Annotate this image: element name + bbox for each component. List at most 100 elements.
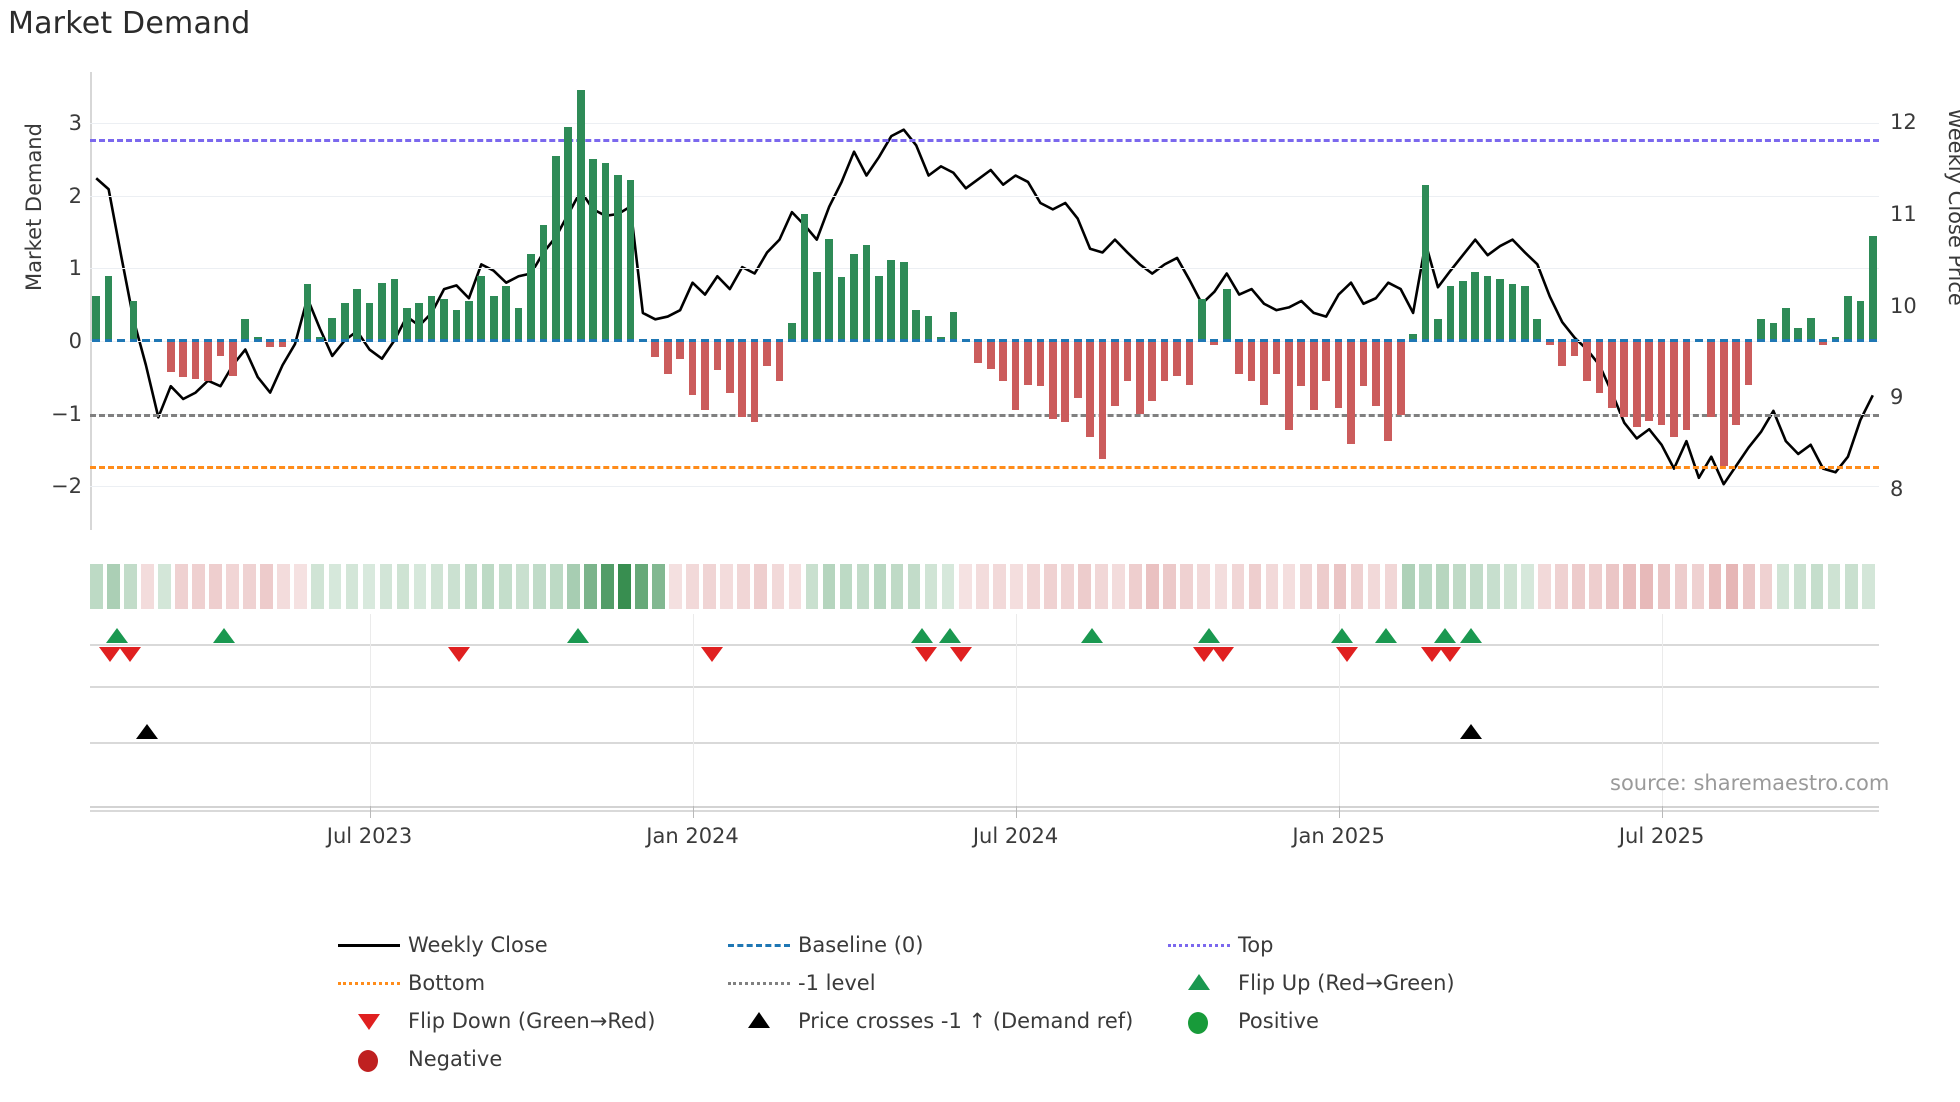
demand-bar	[1185, 340, 1194, 385]
demand-bar	[701, 340, 709, 411]
baseline-segment	[1719, 339, 1728, 343]
heatmap-cell	[958, 564, 972, 609]
dotted-line-icon	[1160, 930, 1238, 960]
flip-down-marker	[119, 647, 141, 662]
x-tick-label: Jan 2024	[646, 824, 739, 848]
reference-line	[90, 413, 1879, 417]
baseline-segment	[1794, 339, 1803, 343]
heatmap-cell	[652, 564, 665, 609]
flip-up-marker	[1081, 628, 1103, 643]
demand-bar	[229, 340, 237, 376]
baseline-segment	[750, 339, 759, 343]
heatmap-cell	[1401, 564, 1415, 609]
heatmap-cell	[1606, 564, 1619, 609]
marker-row-divider	[90, 686, 1879, 688]
vertical-gridline	[1338, 614, 1340, 810]
reference-line	[90, 138, 1879, 142]
flip-down-marker	[950, 647, 972, 662]
baseline-segment	[266, 339, 274, 343]
baseline-segment	[340, 339, 349, 343]
baseline-segment	[1595, 339, 1604, 343]
legend-item-minus-one-level[interactable]: -1 level	[720, 964, 1160, 1002]
baseline-segment	[1260, 339, 1268, 343]
demand-bar	[278, 340, 287, 347]
legend-item-price-cross[interactable]: Price crosses -1 ↑ (Demand ref)	[720, 1002, 1160, 1040]
demand-bar	[1856, 301, 1865, 341]
heatmap-cell	[1708, 564, 1722, 609]
baseline-segment	[502, 339, 511, 343]
source-attribution: source: sharemaestro.com	[1610, 771, 1890, 795]
legend-item-baseline[interactable]: Baseline (0)	[720, 926, 1160, 964]
baseline-segment	[663, 339, 672, 343]
marker-rows	[90, 614, 1879, 812]
triangle-down-icon	[330, 1006, 408, 1036]
baseline-segment	[1682, 339, 1691, 343]
heatmap-cell	[90, 564, 103, 609]
vertical-gridline	[1661, 614, 1663, 810]
demand-bar	[887, 259, 896, 341]
demand-bar	[1409, 333, 1417, 341]
legend-item-bottom[interactable]: Bottom	[330, 964, 720, 1002]
heatmap-cell	[771, 564, 785, 609]
baseline-segment	[514, 339, 523, 343]
legend-item-flip-up[interactable]: Flip Up (Red→Green)	[1160, 964, 1610, 1002]
x-tick-label: Jan 2025	[1292, 824, 1385, 848]
flip-up-marker	[1434, 628, 1456, 643]
legend-item-positive[interactable]: Positive	[1160, 1002, 1610, 1040]
baseline-segment	[949, 339, 958, 343]
legend-label: Baseline (0)	[798, 933, 924, 957]
demand-bar	[1508, 284, 1517, 341]
legend-item-negative[interactable]: Negative	[330, 1040, 720, 1078]
y-tick-label-left: 2	[68, 183, 82, 208]
demand-bar	[1769, 322, 1778, 341]
demand-bar	[1471, 271, 1480, 341]
demand-bar	[328, 317, 337, 341]
baseline-segment	[1384, 339, 1393, 343]
baseline-segment	[1545, 339, 1554, 343]
demand-bar	[1844, 295, 1852, 341]
baseline-segment	[104, 339, 113, 343]
demand-bar	[862, 245, 871, 341]
baseline-segment	[1608, 339, 1616, 343]
heatmap-cell	[277, 564, 290, 609]
demand-bar	[626, 179, 635, 341]
baseline-segment	[1098, 339, 1107, 343]
legend-item-top[interactable]: Top	[1160, 926, 1610, 964]
baseline-segment	[738, 339, 747, 343]
demand-bar	[1297, 340, 1306, 387]
heatmap-cell	[311, 564, 325, 609]
flip-up-marker	[1375, 628, 1397, 643]
demand-bar	[1111, 340, 1119, 407]
heatmap-cell	[107, 564, 120, 609]
baseline-segment	[1806, 339, 1815, 343]
baseline-segment	[1856, 339, 1865, 343]
baseline-segment	[875, 339, 883, 343]
demand-bar	[1719, 340, 1728, 466]
demand-bar	[800, 213, 809, 341]
demand-bar	[1458, 281, 1467, 341]
baseline-segment	[1421, 339, 1430, 343]
demand-bar	[1048, 340, 1057, 420]
legend-item-weekly-close[interactable]: Weekly Close	[330, 926, 720, 964]
demand-bar	[1061, 340, 1070, 423]
legend-label: Negative	[408, 1047, 503, 1071]
demand-bar	[899, 262, 908, 341]
dashed-line-icon	[720, 930, 798, 960]
baseline-segment	[291, 339, 299, 343]
baseline-segment	[1061, 339, 1070, 343]
heatmap-cell	[260, 564, 273, 609]
heatmap-cell	[1640, 564, 1654, 609]
baseline-segment	[576, 339, 585, 343]
legend-item-flip-down[interactable]: Flip Down (Green→Red)	[330, 1002, 720, 1040]
demand-heatmap-strip	[90, 564, 1879, 609]
heatmap-cell	[1027, 564, 1040, 609]
heatmap-cell	[532, 564, 546, 609]
heatmap-cell	[1793, 564, 1807, 609]
demand-bar	[1086, 340, 1094, 437]
heatmap-cell	[1555, 564, 1568, 609]
baseline-segment	[974, 339, 983, 343]
gridline	[90, 268, 1879, 270]
baseline-segment	[788, 339, 796, 343]
baseline-segment	[763, 339, 771, 343]
circle-red-icon	[330, 1044, 408, 1074]
